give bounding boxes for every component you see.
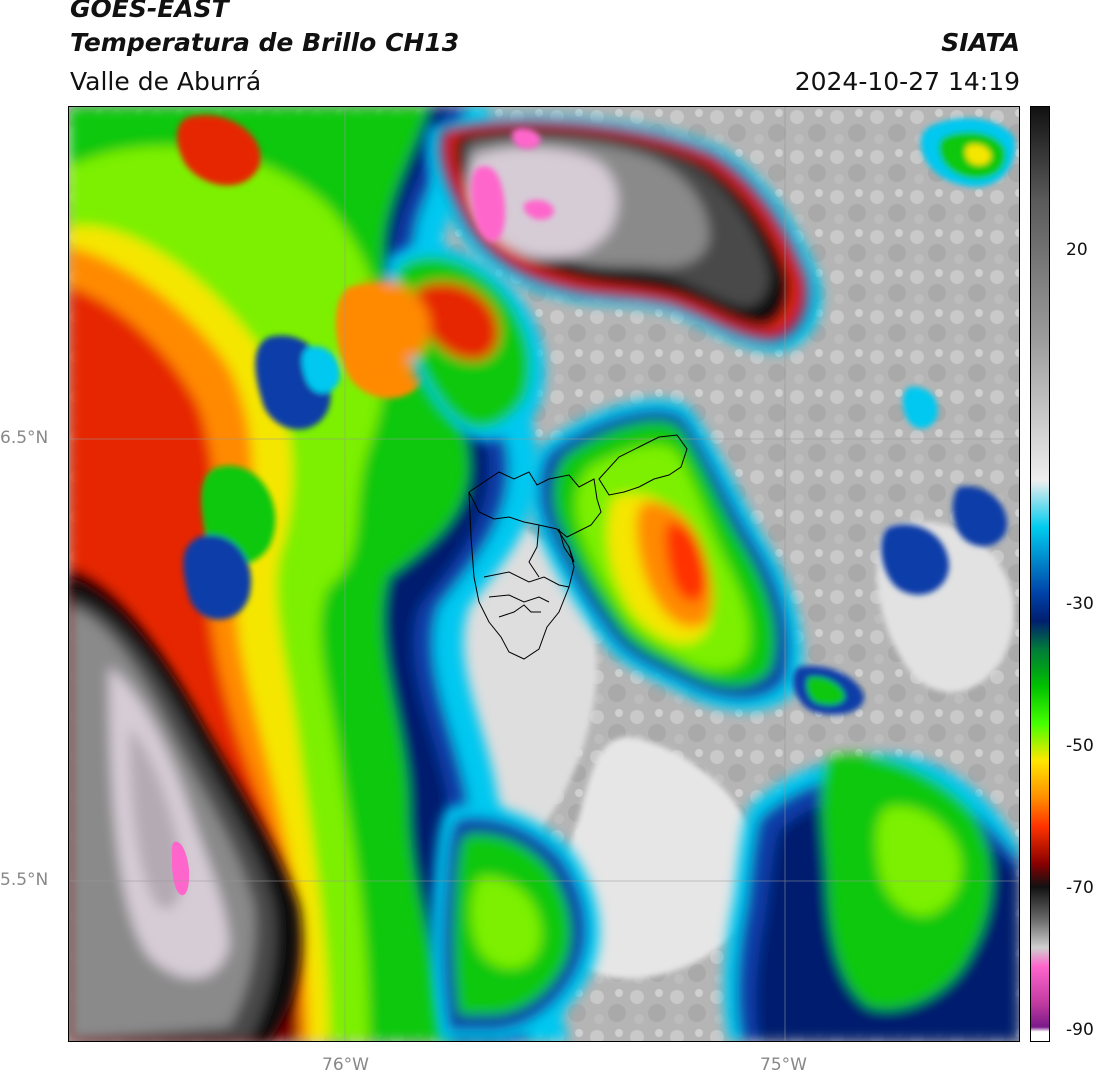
- timestamp-label: 2024-10-27 14:19: [794, 67, 1020, 96]
- brightness-temperature-map: [68, 106, 1020, 1042]
- map-canvas: [69, 107, 1019, 1041]
- east-small-cell: [902, 386, 938, 429]
- ne-cell-yellow: [965, 144, 991, 165]
- lat-label-5-5n: 5.5°N: [0, 870, 49, 890]
- central-band-red: [416, 282, 500, 361]
- light-gray-patch: [554, 737, 760, 979]
- colorbar-tick-label: -50: [1066, 736, 1094, 756]
- graticule: [69, 107, 1019, 1041]
- colorbar-gradient: [1031, 107, 1049, 1041]
- inner-blue-patch: [183, 535, 251, 620]
- organization-label: SIATA: [941, 28, 1020, 57]
- region-subtitle: Valle de Aburrá: [70, 67, 262, 96]
- lon-label-76w: 76°W: [322, 1055, 369, 1075]
- satellite-title: GOES-EAST: [70, 0, 229, 23]
- north-anvil-pink: [523, 200, 554, 220]
- central-band-orange: [351, 281, 430, 363]
- east-small-cell: [952, 486, 1008, 547]
- se-cloud-lime: [876, 806, 962, 916]
- municipality-boundary: [558, 528, 575, 563]
- south-cloud-lime: [470, 876, 542, 969]
- north-anvil-pink: [471, 166, 506, 242]
- colorbar-fill: [1031, 107, 1049, 1041]
- municipality-boundary: [598, 434, 688, 496]
- inner-cyan-patch: [302, 346, 340, 394]
- lon-label-75w: 75°W: [760, 1055, 807, 1075]
- municipality-boundary: [468, 471, 602, 538]
- colorbar-tick-label: -70: [1066, 878, 1094, 898]
- municipality-boundary: [498, 604, 541, 618]
- product-title: Temperatura de Brillo CH13: [70, 28, 460, 57]
- east-cell-red: [665, 521, 707, 603]
- east-small-cell: [806, 676, 845, 705]
- colorbar-tick-label: -90: [1066, 1020, 1094, 1040]
- sw-coldtop-lightgray: [129, 727, 183, 909]
- colorbar-tick-label: 20: [1066, 240, 1088, 260]
- municipality-boundary: [488, 594, 550, 603]
- inner-red-patch: [177, 115, 261, 186]
- valle-de-aburra-boundaries: [468, 434, 688, 660]
- east-small-cell: [881, 524, 949, 595]
- lat-label-6-5n: 6.5°N: [0, 428, 49, 448]
- north-anvil-pink: [511, 128, 541, 149]
- colorbar-tick-label: -30: [1066, 594, 1094, 614]
- sw-coldtop-pink: [171, 841, 190, 896]
- municipality-boundary: [483, 571, 570, 588]
- municipality-boundary: [528, 524, 540, 578]
- colorbar: [1030, 106, 1050, 1042]
- municipality-boundary: [468, 491, 575, 660]
